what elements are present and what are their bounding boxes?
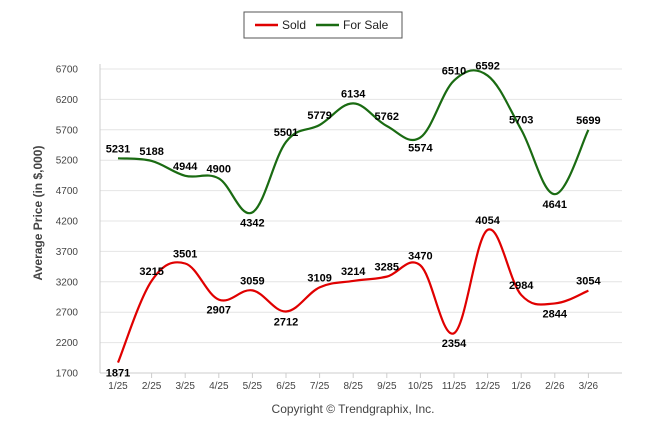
legend-label-for-sale: For Sale: [343, 18, 389, 32]
axis-layer: 1700 2200 2700 3200 3700 4200 4700 5200 5700 6200…: [56, 64, 622, 392]
data-label-sold: 3215: [139, 266, 163, 278]
data-label-sold: 3501: [173, 248, 197, 260]
data-label-sold: 2907: [207, 305, 231, 317]
series-layer: [116, 69, 590, 364]
data-label-sold: 4054: [475, 215, 500, 227]
y-tick-label: 6700: [56, 65, 79, 76]
data-label-sold: 3214: [341, 266, 366, 278]
series-line-for-sale: [117, 69, 590, 215]
data-label-for-sale: 6134: [341, 88, 366, 100]
y-tick-label: 3200: [56, 277, 79, 288]
data-label-for-sale: 5188: [139, 146, 163, 158]
data-label-for-sale: 6592: [475, 61, 499, 73]
data-label-for-sale: 5501: [274, 127, 298, 139]
legend: Sold For Sale: [243, 11, 403, 39]
data-label-for-sale: 5699: [576, 115, 600, 127]
data-label-for-sale: 5762: [375, 111, 399, 123]
y-tick-label: 1700: [56, 369, 79, 380]
grid-layer: [100, 68, 622, 374]
y-tick-label: 5200: [56, 156, 79, 167]
data-label-sold: 2844: [543, 308, 568, 320]
data-label-for-sale: 4641: [543, 199, 567, 211]
x-tick-label: 9/25: [377, 381, 397, 392]
data-label-sold: 2712: [274, 316, 298, 328]
data-label-for-sale: 5703: [509, 115, 533, 127]
x-tick-label: 1/25: [108, 381, 128, 392]
data-label-for-sale: 5574: [408, 142, 433, 154]
data-label-for-sale: 5231: [106, 143, 130, 155]
y-tick-label: 2700: [56, 308, 79, 319]
y-tick-label: 5700: [56, 125, 79, 136]
data-label-sold: 3059: [240, 275, 264, 287]
data-label-for-sale: 6510: [442, 66, 466, 78]
data-label-for-sale: 4342: [240, 217, 264, 229]
x-tick-label: 2/26: [545, 381, 565, 392]
x-tick-label: 3/26: [579, 381, 599, 392]
copyright-text: Copyright © Trendgraphix, Inc.: [272, 402, 435, 416]
data-label-sold: 2984: [509, 280, 534, 292]
y-axis-title: Average Price (in $,000): [31, 146, 45, 281]
x-tick-label: 8/25: [343, 381, 363, 392]
series-line-sold: [116, 228, 589, 364]
x-tick-label: 7/25: [310, 381, 330, 392]
legend-label-sold: Sold: [282, 18, 306, 32]
data-label-sold: 2354: [442, 338, 467, 350]
y-tick-label: 4200: [56, 217, 79, 228]
x-tick-label: 11/25: [442, 381, 467, 392]
data-label-sold: 3470: [408, 250, 432, 262]
y-tick-label: 3700: [56, 247, 79, 258]
y-tick-label: 6200: [56, 95, 79, 106]
x-tick-label: 10/25: [408, 381, 433, 392]
y-tick-label: 2200: [56, 338, 79, 349]
data-label-sold: 3109: [307, 272, 331, 284]
data-label-sold: 3285: [375, 262, 399, 274]
x-tick-label: 5/25: [243, 381, 263, 392]
data-label-for-sale: 4944: [173, 161, 198, 173]
y-tick-label: 4700: [56, 186, 79, 197]
x-tick-label: 6/25: [276, 381, 296, 392]
data-label-sold: 1871: [106, 368, 130, 380]
data-label-for-sale: 5779: [307, 110, 331, 122]
label-layer: 1871 3215 3501 2907 3059 2712 3109 3214 3285 3470…: [106, 61, 602, 380]
data-label-for-sale: 4900: [207, 163, 231, 175]
x-tick-label: 2/25: [142, 381, 162, 392]
x-tick-label: 3/25: [175, 381, 195, 392]
x-tick-label: 12/25: [475, 381, 500, 392]
x-tick-label: 4/25: [209, 381, 229, 392]
data-label-sold: 3054: [576, 276, 601, 288]
x-tick-label: 1/26: [511, 381, 531, 392]
